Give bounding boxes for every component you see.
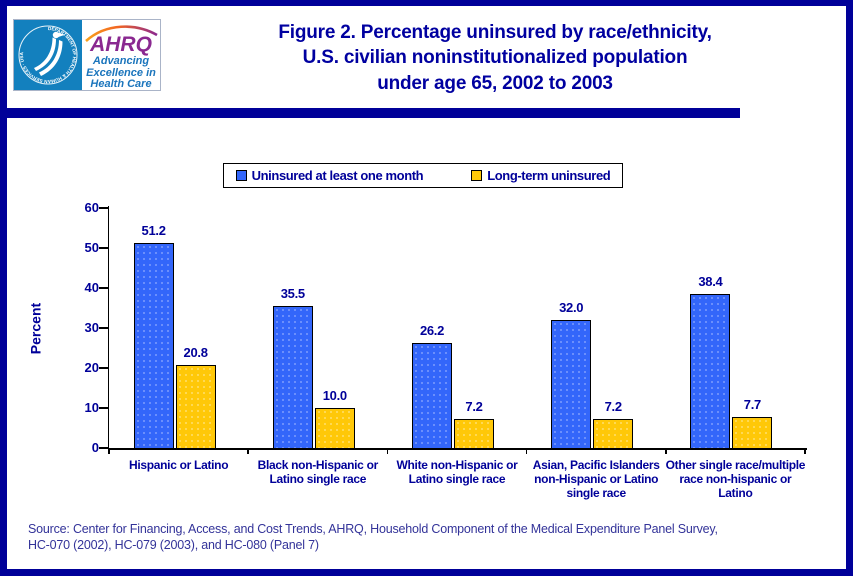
y-tick [99,447,109,449]
y-tick-label: 40 [84,280,99,295]
bar-value-label: 26.2 [419,323,445,339]
bar-value-label: 10.0 [322,388,347,403]
x-tick [525,448,528,454]
y-tick [99,327,109,329]
bar [454,419,494,448]
source-line-1: Source: Center for Financing, Access, an… [28,522,718,536]
x-tick [804,448,806,454]
bar-value-label: 7.2 [465,399,483,415]
rainbow-arc [85,25,158,42]
legend-label: Long-term uninsured [487,168,611,183]
hhs-seal-background [14,20,82,90]
legend-item: Uninsured at least one month [235,168,424,183]
x-tick [108,448,110,454]
hhs-eagle-icon [34,31,65,76]
bar-value-label: 51.2 [141,223,166,239]
border-top [0,0,853,6]
y-tick-label: 30 [84,320,99,335]
y-tick-label: 60 [84,200,99,215]
y-tick [99,207,109,209]
y-axis-title: Percent [27,302,44,355]
y-tick [99,407,109,409]
bar [133,243,174,448]
bar [593,419,634,448]
y-tick-label: 50 [84,240,99,255]
bar [412,343,452,448]
bar [690,294,731,448]
title-line-3: under age 65, 2002 to 2003 [377,72,613,94]
bar-value-label: 20.8 [183,344,208,360]
tagline-line: Advancing [92,55,150,67]
source-line-2: HC-070 (2002), HC-079 (2003), and HC-080… [28,538,319,552]
bar-value-label: 35.5 [280,286,305,301]
category-label: Other single race/multiple race non-hisp… [665,458,806,501]
bar [551,320,592,448]
bar [314,408,355,448]
title-line-2: U.S. civilian noninstitutionalized popul… [302,47,688,69]
bar-value-label: 38.4 [698,274,723,290]
category-label: Hispanic or Latino [128,458,229,472]
tagline-line: Health Care [90,78,151,90]
category-label: White non-Hispanic or Latino single race [396,458,518,487]
x-axis-line [107,448,807,450]
logo-graphic: DEPARTMENT OF HEALTH & HUMAN SERVICES · … [13,19,161,91]
legend-item: Long-term uninsured [471,168,611,183]
y-tick-label: 0 [91,440,99,455]
legend-label: Uninsured at least one month [251,168,424,183]
bar-value-label: 7.7 [743,397,761,413]
header-divider-bar [0,108,740,118]
figure-title: Figure 2. Percentage uninsured by race/e… [190,20,800,96]
tagline-line: Excellence in [86,67,156,79]
category-label: Black non-Hispanic or Latino single race [257,458,379,487]
border-right [846,0,853,576]
category-label: Asian, Pacific Islanders non-Hispanic or… [532,458,660,501]
x-tick [247,448,249,454]
bar-value-label: 7.2 [604,399,622,415]
bar-value-label: 32.0 [559,300,584,315]
hhs-seal-ring [18,25,78,85]
border-bottom [0,569,853,576]
ahrq-wordmark: AHRQ [89,33,152,56]
bar [732,417,773,448]
y-tick-label: 20 [84,360,99,375]
x-tick [386,448,389,454]
source-note: Source: Center for Financing, Access, an… [28,521,840,553]
y-tick [99,367,109,369]
legend-swatch [471,170,483,181]
y-tick [99,247,109,249]
title-line-1: Figure 2. Percentage uninsured by race/e… [278,22,712,43]
bar [175,364,216,448]
bar [272,306,313,448]
legend-swatch [235,170,247,181]
x-tick [665,448,667,454]
ahrq-hhs-logo: DEPARTMENT OF HEALTH & HUMAN SERVICES · … [13,19,161,91]
y-tick [99,287,109,289]
border-left [0,0,7,576]
legend: Uninsured at least one month Long-term un… [223,163,623,188]
y-tick-label: 10 [84,400,99,415]
